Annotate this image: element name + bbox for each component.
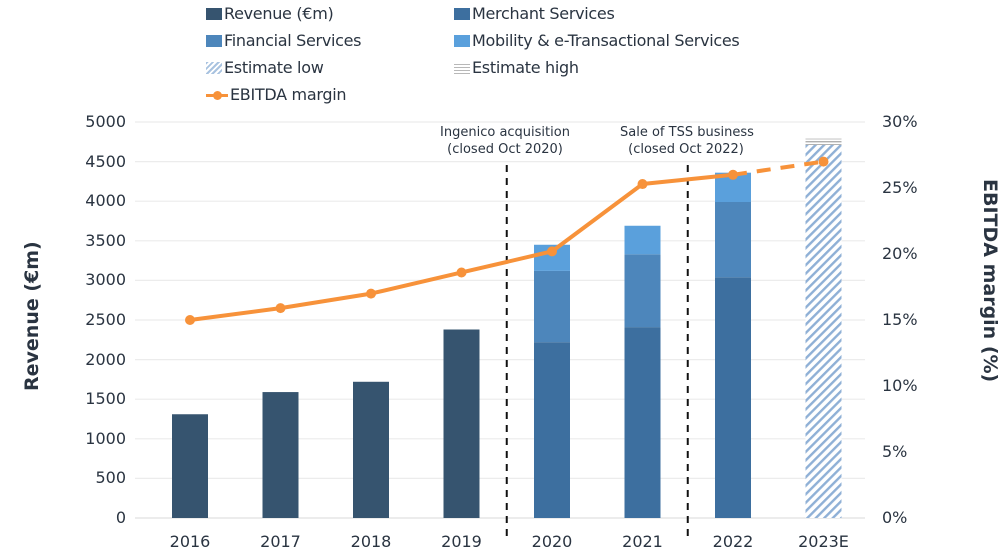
bar-revenue-m-2019	[443, 329, 480, 518]
legend-item-merchant-services: Merchant Services	[454, 4, 615, 23]
gridlines	[135, 121, 865, 519]
annotation-line: (closed Oct 2020)	[447, 142, 563, 157]
ebitda-line-estimate	[732, 159, 824, 177]
legend-item-ebitda: EBITDA margin	[206, 85, 346, 104]
ebitda-point-2020	[547, 246, 557, 257]
event-dividers	[505, 165, 689, 540]
bar-merchant-services-2020	[534, 342, 570, 518]
legend: Revenue (€m) Merchant Services Financial…	[206, 2, 826, 112]
y-tick-label: 0	[115, 508, 126, 527]
y-tick-label-right: 20%	[882, 244, 918, 263]
legend-item-estimate-low: Estimate low	[206, 58, 324, 77]
ebitda-line	[185, 156, 829, 325]
ebitda-point-2016	[185, 315, 195, 325]
ebitda-point-2023e	[818, 156, 829, 167]
bar-financial-services-2022	[715, 201, 751, 278]
x-tick-label: 2019	[441, 532, 482, 551]
legend-item-financial-services: Financial Services	[206, 31, 362, 50]
y-axis-label-right: EBITDA margin (%)	[979, 179, 1000, 383]
annotation-tss-sale: Sale of TSS business (closed Oct 2022)	[620, 124, 754, 158]
legend-label: Mobility & e-Transactional Services	[472, 31, 740, 50]
legend-swatch-merchant	[454, 7, 470, 20]
bars	[172, 138, 842, 518]
legend-label: Estimate high	[472, 58, 579, 77]
x-tick-label: 2020	[531, 532, 573, 551]
annotation-line: (closed Oct 2022)	[628, 142, 744, 157]
x-tick-label: 2022	[712, 532, 754, 551]
annotation-line: Sale of TSS business	[620, 125, 754, 140]
bar-estimate-low-2023e	[805, 144, 842, 518]
y-tick-label: 4000	[85, 191, 126, 211]
bar-estimate-high-2023e	[805, 138, 842, 145]
ebitda-point-2019	[456, 267, 467, 278]
legend-item-estimate-high: Estimate high	[454, 58, 579, 77]
x-tick-label: 2023E	[798, 532, 849, 551]
ebitda-point-2022	[728, 169, 738, 180]
legend-label: Merchant Services	[472, 4, 615, 23]
ebitda-point-2021	[637, 179, 648, 190]
legend-label: Financial Services	[224, 31, 362, 50]
x-tick-label: 2021	[622, 532, 663, 551]
y-axis-label-left: Revenue (€m)	[21, 241, 43, 391]
y-tick-label: 3000	[85, 270, 126, 290]
ebitda-point-2017	[275, 303, 286, 314]
legend-swatch-revenue	[206, 7, 222, 20]
annotation-ingenico: Ingenico acquisition (closed Oct 2020)	[440, 124, 570, 158]
legend-label: Estimate low	[224, 58, 324, 77]
y-tick-label: 1000	[85, 428, 126, 448]
legend-item-mobility: Mobility & e-Transactional Services	[454, 31, 740, 50]
y-tick-label: 4500	[85, 151, 126, 171]
y-tick-label: 3500	[85, 230, 126, 250]
legend-swatch-lines	[454, 61, 470, 74]
y-tick-label-right: 5%	[882, 442, 908, 461]
legend-swatch-hatch	[206, 61, 222, 74]
y-tick-label: 5000	[85, 112, 126, 131]
y-tick-label-right: 25%	[882, 178, 918, 197]
annotation-line: Ingenico acquisition	[440, 125, 570, 140]
legend-label: EBITDA margin	[230, 85, 347, 104]
bar-revenue-m-2018	[353, 381, 389, 518]
y-tick-label-right: 10%	[882, 376, 918, 395]
y-tick-label-right: 30%	[882, 112, 918, 131]
bar-merchant-services-2021	[624, 327, 661, 518]
y-tick-label-right: 15%	[882, 310, 918, 329]
x-tick-label: 2017	[260, 532, 301, 551]
x-tick-label: 2016	[169, 532, 211, 551]
y-tick-label: 500	[95, 468, 126, 488]
y-tick-label-right: 0%	[882, 508, 908, 527]
bar-financial-services-2020	[534, 270, 570, 343]
bar-revenue-m-2016	[172, 414, 208, 518]
legend-swatch-financial	[206, 34, 222, 47]
bar-mobility-e-transactional-services-2021	[624, 225, 661, 255]
y-tick-label: 2500	[85, 310, 126, 329]
ebitda-point-2018	[366, 288, 376, 299]
legend-swatch-mobility	[454, 34, 470, 47]
y-tick-label: 1500	[85, 389, 126, 409]
y-tick-label: 2000	[85, 349, 126, 369]
legend-swatch-line-marker	[206, 89, 228, 101]
bar-revenue-m-2017	[262, 392, 299, 518]
x-tick-label: 2018	[350, 532, 392, 551]
bar-merchant-services-2022	[715, 277, 751, 518]
legend-item-revenue: Revenue (€m)	[206, 4, 334, 23]
legend-label: Revenue (€m)	[224, 4, 334, 23]
bar-financial-services-2021	[624, 254, 661, 328]
